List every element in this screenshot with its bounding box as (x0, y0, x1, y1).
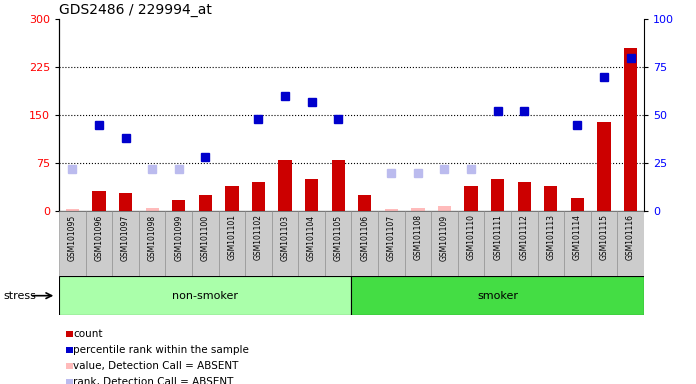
Bar (86, 211, 112, 276)
Bar (172, 200, 185, 211)
Bar (597, 122, 610, 211)
Text: rank, Detection Call = ABSENT: rank, Detection Call = ABSENT (73, 377, 234, 384)
Bar (617, 211, 644, 276)
Text: GSM101105: GSM101105 (333, 214, 342, 261)
Bar (198, 195, 212, 211)
Bar (511, 211, 537, 276)
Bar (432, 211, 458, 276)
Text: value, Detection Call = ABSENT: value, Detection Call = ABSENT (73, 361, 239, 371)
Text: GSM101116: GSM101116 (626, 214, 635, 260)
Bar (252, 182, 265, 211)
Bar (112, 211, 139, 276)
Text: GSM101113: GSM101113 (546, 214, 555, 260)
Text: GSM101101: GSM101101 (228, 214, 237, 260)
Bar (226, 185, 239, 211)
Text: GSM101100: GSM101100 (201, 214, 209, 261)
Bar (351, 276, 644, 315)
Bar (464, 185, 477, 211)
Text: GDS2486 / 229994_at: GDS2486 / 229994_at (59, 3, 212, 17)
Bar (491, 179, 505, 211)
Text: GSM101111: GSM101111 (493, 214, 502, 260)
Bar (571, 199, 584, 211)
Bar (351, 211, 378, 276)
Bar (219, 211, 245, 276)
Text: GSM101103: GSM101103 (280, 214, 290, 261)
Bar (518, 182, 531, 211)
Bar (119, 193, 132, 211)
Bar (139, 211, 166, 276)
Bar (145, 208, 159, 211)
Bar (59, 276, 351, 315)
Bar (192, 211, 219, 276)
Text: stress: stress (3, 291, 36, 301)
Bar (278, 160, 292, 211)
Text: GSM101108: GSM101108 (413, 214, 422, 260)
Bar (385, 209, 398, 211)
Text: GSM101107: GSM101107 (387, 214, 396, 261)
Bar (411, 208, 425, 211)
Text: GSM101106: GSM101106 (361, 214, 370, 261)
Bar (166, 211, 192, 276)
Text: smoker: smoker (477, 291, 518, 301)
Bar (458, 211, 484, 276)
Text: GSM101109: GSM101109 (440, 214, 449, 261)
Bar (93, 191, 106, 211)
Bar (299, 211, 325, 276)
Bar (331, 160, 345, 211)
Text: GSM101115: GSM101115 (599, 214, 608, 260)
Text: percentile rank within the sample: percentile rank within the sample (73, 345, 249, 355)
Text: GSM101099: GSM101099 (174, 214, 183, 261)
Text: GSM101095: GSM101095 (68, 214, 77, 261)
Text: GSM101112: GSM101112 (520, 214, 529, 260)
Bar (271, 211, 299, 276)
Text: non-smoker: non-smoker (173, 291, 238, 301)
Text: GSM101097: GSM101097 (121, 214, 130, 261)
Bar (544, 185, 557, 211)
Bar (404, 211, 432, 276)
Bar (358, 195, 372, 211)
Text: GSM101110: GSM101110 (466, 214, 475, 260)
Bar (484, 211, 511, 276)
Text: GSM101098: GSM101098 (148, 214, 157, 261)
Bar (591, 211, 617, 276)
Bar (66, 209, 79, 211)
Text: count: count (73, 329, 103, 339)
Bar (624, 48, 637, 211)
Bar (438, 206, 451, 211)
Bar (564, 211, 591, 276)
Bar (325, 211, 351, 276)
Text: GSM101102: GSM101102 (254, 214, 263, 260)
Bar (537, 211, 564, 276)
Text: GSM101096: GSM101096 (95, 214, 104, 261)
Bar (59, 211, 86, 276)
Text: GSM101104: GSM101104 (307, 214, 316, 261)
Bar (378, 211, 404, 276)
Bar (245, 211, 271, 276)
Text: GSM101114: GSM101114 (573, 214, 582, 260)
Bar (305, 179, 318, 211)
